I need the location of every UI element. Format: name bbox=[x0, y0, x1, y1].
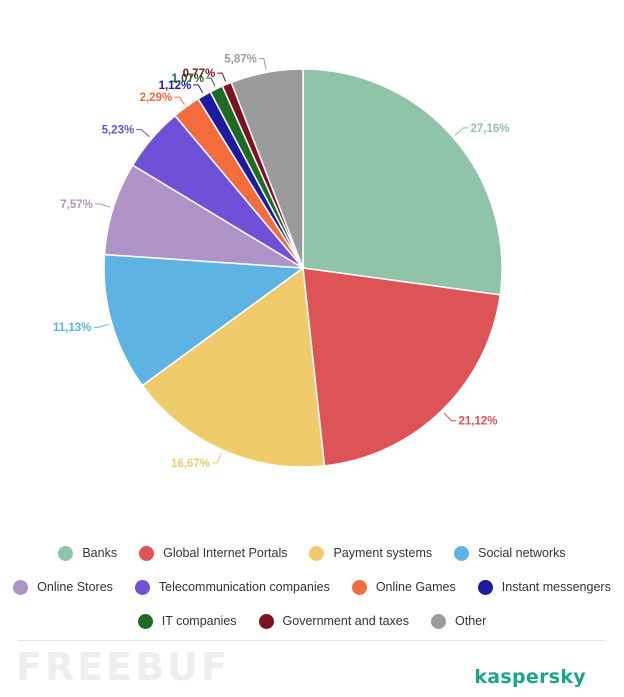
leader-line-government-and-taxes bbox=[217, 72, 227, 82]
legend-item-telecommunication-companies: Telecommunication companies bbox=[134, 579, 330, 595]
slice-label-other: 5,87% bbox=[224, 54, 257, 66]
slice-label-it-companies: 1,07% bbox=[171, 73, 204, 85]
slice-label-government-and-taxes: 0,77% bbox=[183, 68, 216, 80]
legend-swatch bbox=[258, 613, 274, 629]
legend-label: Telecommunication companies bbox=[158, 580, 330, 594]
legend: Banks Global Internet Portals Payment syst… bbox=[0, 536, 624, 638]
legend-label: Payment systems bbox=[333, 546, 433, 560]
legend-swatch bbox=[309, 545, 325, 561]
legend-row: Online Stores Telecommunication companies… bbox=[0, 570, 624, 604]
legend-label: Government and taxes bbox=[282, 614, 409, 628]
legend-label: Banks bbox=[82, 546, 118, 560]
legend-swatch bbox=[134, 579, 150, 595]
leader-line-banks bbox=[454, 127, 469, 136]
legend-row: IT companies Government and taxes Other bbox=[0, 604, 624, 638]
legend-label: Instant messengers bbox=[501, 580, 611, 594]
slice-label-payment-systems: 16,67% bbox=[171, 458, 210, 470]
kaspersky-logo: kaspersky bbox=[474, 666, 586, 688]
leader-line-instant-messengers bbox=[193, 84, 204, 93]
legend-item-payment-systems: Payment systems bbox=[309, 545, 433, 561]
leader-line-payment-systems bbox=[212, 452, 222, 464]
slice-label-telecommunication-companies: 5,23% bbox=[102, 125, 135, 137]
leader-line-other bbox=[258, 58, 267, 70]
slice-label-online-stores: 7,57% bbox=[60, 199, 93, 211]
legend-row: Banks Global Internet Portals Payment syst… bbox=[0, 536, 624, 570]
legend-label: Online Games bbox=[375, 580, 456, 594]
legend-item-social-networks: Social networks bbox=[454, 545, 566, 561]
legend-item-global-internet-portals: Global Internet Portals bbox=[139, 545, 288, 561]
pie-slice-other bbox=[230, 68, 304, 269]
legend-label: Other bbox=[455, 614, 487, 628]
legend-label: Global Internet Portals bbox=[163, 546, 288, 560]
slice-label-global-internet-portals: 21,12% bbox=[459, 416, 498, 428]
legend-swatch bbox=[139, 545, 155, 561]
slice-label-banks: 27,16% bbox=[471, 123, 510, 135]
freebuf-watermark: FREEBUF bbox=[16, 645, 230, 689]
label-leader-lines bbox=[93, 58, 469, 464]
slice-label-social-networks: 11,13% bbox=[53, 322, 91, 334]
leader-line-online-stores bbox=[94, 203, 111, 208]
leader-line-it-companies bbox=[206, 77, 216, 87]
legend-item-online-games: Online Games bbox=[351, 579, 456, 595]
legend-label: IT companies bbox=[161, 614, 237, 628]
legend-item-government-and-taxes: Government and taxes bbox=[258, 613, 409, 629]
slice-labels: 27,16%21,12%16,67%11,13%7,57%5,23%2,29%1… bbox=[53, 54, 509, 470]
legend-swatch bbox=[477, 579, 493, 595]
pie-slices bbox=[103, 68, 503, 468]
slice-label-instant-messengers: 1,12% bbox=[159, 80, 192, 92]
pie-chart: 27,16%21,12%16,67%11,13%7,57%5,23%2,29%1… bbox=[53, 54, 509, 470]
pie-slice-online-stores bbox=[103, 164, 304, 269]
legend-item-online-stores: Online Stores bbox=[13, 579, 113, 595]
footer-divider bbox=[18, 640, 604, 641]
leader-line-social-networks bbox=[93, 323, 110, 328]
legend-swatch bbox=[454, 545, 470, 561]
legend-swatch bbox=[431, 613, 446, 629]
legend-swatch bbox=[58, 545, 74, 561]
legend-swatch bbox=[137, 613, 153, 629]
leader-line-global-internet-portals bbox=[443, 412, 457, 422]
legend-item-instant-messengers: Instant messengers bbox=[477, 579, 611, 595]
slice-label-online-games: 2,29% bbox=[140, 92, 173, 104]
legend-label: Online Stores bbox=[37, 580, 113, 594]
legend-swatch bbox=[351, 579, 367, 595]
leader-line-online-games bbox=[174, 96, 185, 105]
pie-slice-banks bbox=[302, 68, 503, 296]
legend-item-banks: Banks bbox=[58, 545, 118, 561]
pie-slice-global-internet-portals bbox=[302, 267, 502, 467]
pie-slice-payment-systems bbox=[141, 266, 326, 468]
pie-slice-social-networks bbox=[103, 253, 306, 387]
legend-swatch bbox=[13, 579, 29, 595]
leader-line-telecommunication-companies bbox=[136, 129, 150, 138]
legend-item-it-companies: IT companies bbox=[137, 613, 237, 629]
legend-item-other: Other bbox=[431, 613, 487, 629]
legend-label: Social networks bbox=[478, 546, 566, 560]
